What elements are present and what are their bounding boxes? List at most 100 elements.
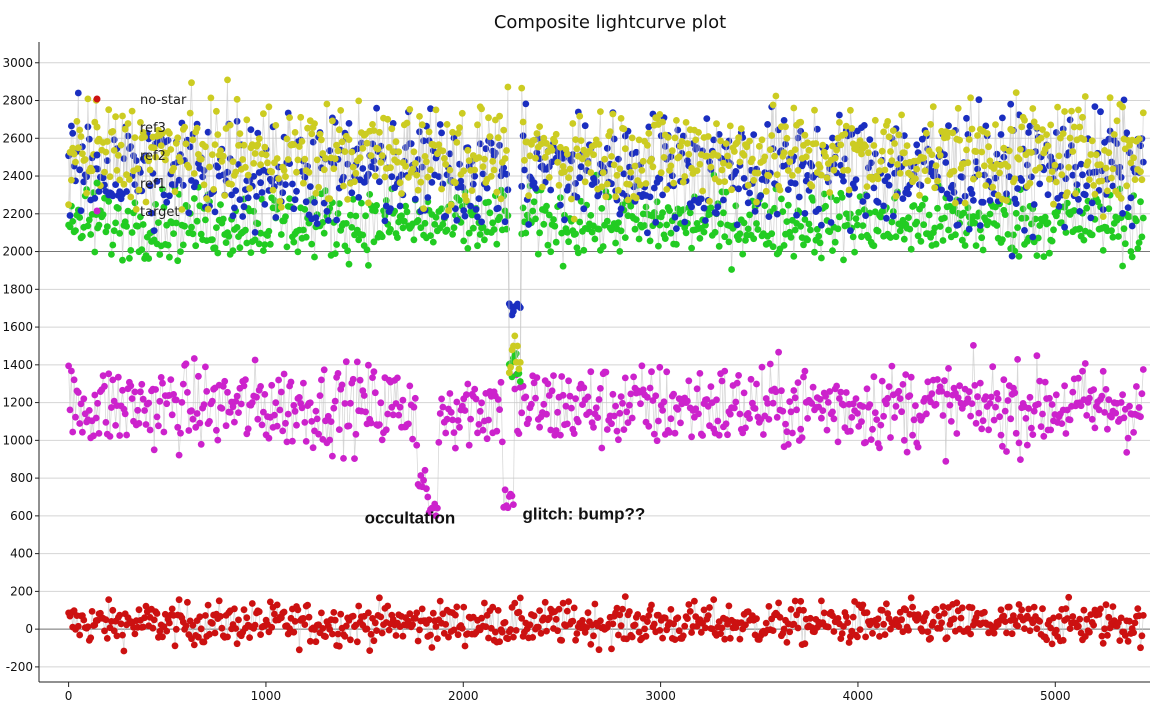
data-point-target [558,373,566,380]
data-point-target [1058,420,1066,427]
data-point-ref1 [394,234,401,242]
data-point-ref3 [277,203,285,211]
data-point-ref3 [726,122,734,130]
data-point-ref1 [378,233,386,241]
data-point-ref3 [791,146,799,154]
data-point-target [758,363,766,371]
data-point-ref1 [399,224,407,232]
data-point-no-star [1036,618,1044,625]
data-point-ref3 [284,156,292,163]
data-point-ref1 [258,195,266,203]
data-point-ref1 [438,205,445,213]
data-point-ref3 [411,160,419,167]
data-point-ref3 [699,187,706,195]
data-point-ref1 [486,209,494,217]
data-point-ref3 [181,123,189,131]
data-point-target [753,380,760,388]
x-tick-label: 2000 [448,689,479,703]
data-point-ref3 [540,134,548,142]
data-point-ref2 [469,180,477,188]
data-point-ref1 [363,246,371,254]
data-point-target [1099,367,1107,375]
data-point-ref3 [786,158,794,166]
data-point-ref1 [188,223,195,231]
data-point-ref3 [885,133,893,141]
data-point-target [536,423,543,431]
data-point-target [693,385,701,393]
data-point-ref1 [725,238,733,246]
data-point-ref3 [758,136,766,144]
data-point-target [584,393,592,401]
data-point-ref3 [871,116,879,124]
data-point-no-star [131,630,139,638]
data-point-target [608,420,615,428]
data-point-target [1033,352,1041,360]
data-point-ref2 [1088,199,1096,207]
data-point-no-star [721,635,729,643]
data-point-target [954,394,962,402]
data-point-target [910,416,918,424]
data-point-ref1 [170,230,178,238]
data-point-target [156,397,164,405]
data-point-target [315,430,322,438]
data-point-ref3 [367,152,375,160]
data-point-ref2 [272,214,280,221]
data-point-ref3 [479,163,487,171]
data-point-ref2 [975,96,983,104]
data-point-ref1 [1126,213,1133,220]
data-point-no-star [536,607,543,614]
data-point-ref3 [236,130,244,138]
data-point-ref3 [398,190,405,197]
data-point-target [1081,360,1089,367]
data-point-target [1036,377,1044,385]
data-point-ref2 [494,204,502,212]
data-point-ref3 [563,150,571,158]
data-point-no-star [206,630,213,638]
data-point-ref3 [117,141,125,149]
data-point-no-star [485,634,492,642]
data-point-ref2 [112,181,119,189]
data-point-ref3 [304,124,311,132]
data-point-ref1 [1128,253,1136,261]
data-point-ref2 [373,104,380,112]
data-point-ref1 [189,230,197,238]
data-point-target [990,416,998,424]
data-point-ref3 [1017,146,1024,153]
data-point-ref2 [148,209,155,217]
data-point-ref3 [1123,182,1131,190]
data-point-ref2 [945,122,952,130]
data-point-no-star [409,621,416,629]
data-point-ref3 [109,127,117,135]
data-point-ref2 [68,122,75,130]
data-point-ref2 [214,164,222,171]
data-point-ref1 [349,195,357,203]
data-point-ref2 [120,155,128,163]
data-point-target [956,382,963,390]
data-point-ref3 [127,193,135,201]
data-point-ref2 [565,183,572,191]
data-point-target [137,388,144,396]
data-point-ref3 [784,167,792,174]
data-point-no-star [365,609,372,617]
data-point-ref1 [702,221,709,229]
data-point-target [330,404,338,412]
data-point-ref3 [970,175,977,183]
data-point-ref2 [232,187,240,195]
data-point-target [189,415,197,423]
data-point-target [231,418,238,426]
data-point-target [525,415,532,423]
data-point-no-star [139,623,147,631]
data-point-target [77,400,85,408]
data-point-ref2 [793,211,800,219]
data-point-ref3 [1063,189,1071,197]
data-point-ref1 [335,200,343,208]
data-point-ref2 [652,218,660,226]
data-point-target [172,396,180,404]
data-point-ref1 [1076,225,1084,233]
data-point-ref3 [609,110,617,118]
data-point-no-star [510,633,517,641]
data-point-ref3 [177,158,184,165]
data-point-ref3 [83,189,90,197]
data-point-ref2 [312,214,320,222]
data-point-ref1 [370,238,378,246]
